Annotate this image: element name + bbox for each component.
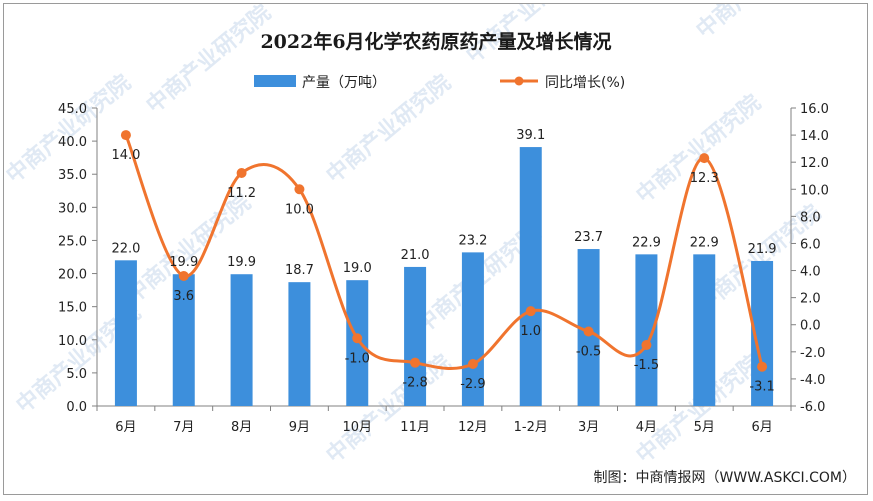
growth-value-label: 1.0 [520,324,541,339]
growth-point [525,306,536,317]
growth-point [294,184,305,195]
right-tick-label: 10.0 [800,183,829,198]
bar-value-label: 19.9 [169,255,198,270]
x-tick-label: 3月 [578,420,599,435]
bar [635,254,658,406]
growth-value-label: 10.0 [285,202,314,217]
right-tick-label: 12.0 [800,156,829,171]
bar-value-label: 19.0 [343,261,372,276]
legend-line-label: 同比增长(%) [545,75,625,91]
bar [114,260,137,406]
right-tick-label: 14.0 [800,129,829,144]
right-tick-label: 0.0 [800,319,821,334]
x-tick-label: 12月 [458,420,488,435]
line-series [120,130,768,372]
growth-value-label: -1.5 [634,358,659,373]
axes: 0.0 5.0 10.0 15.0 20.0 25.0 30.0 35.0 40.0 45.0 -6… [58,102,829,435]
growth-value-label: -3.1 [749,380,774,395]
left-tick-label: 30.0 [58,201,87,216]
left-tick-label: 20.0 [58,268,87,283]
growth-point [467,359,478,370]
growth-point [120,130,131,141]
left-tick-label: 45.0 [58,102,87,117]
right-tick-label: -2.0 [800,346,825,361]
bar [693,254,716,406]
x-tick-label: 9月 [289,420,310,435]
bar-value-label: 18.7 [285,263,314,278]
bar-value-label: 39.1 [516,128,545,143]
growth-value-label: 14.0 [111,148,140,163]
growth-point [699,153,710,164]
bar-value-label: 21.9 [748,242,777,257]
left-tick-label: 15.0 [58,301,87,316]
left-tick-label: 40.0 [58,135,87,150]
growth-point [641,340,652,351]
bar-value-label: 22.0 [111,241,140,256]
x-tick-label: 11月 [400,420,430,435]
right-tick-label: 2.0 [800,292,821,307]
x-tick-label: 4月 [636,420,657,435]
bar [404,266,427,406]
watermark-text: 中商产业研究院 [141,4,276,119]
right-tick-label: 16.0 [800,102,829,117]
left-tick-label: 10.0 [58,334,87,349]
bar [230,274,253,406]
left-tick-label: 25.0 [58,234,87,249]
growth-point [236,168,247,179]
growth-value-label: 11.2 [227,186,256,201]
growth-point [178,270,189,281]
right-tick-label: 4.0 [800,265,821,280]
legend-bar-swatch [254,75,296,87]
legend: 产量（万吨） 同比增长(%) [254,75,625,91]
growth-value-label: 3.6 [173,289,194,304]
right-tick-label: 6.0 [800,237,821,252]
bar-series [114,147,774,406]
growth-value-label: 12.3 [690,171,719,186]
growth-line [124,134,764,370]
bar-value-label: 22.9 [632,235,661,250]
legend-bar-label: 产量（万吨） [302,75,386,91]
x-tick-label: 10月 [342,420,372,435]
bar-value-label: 19.9 [227,255,256,270]
x-tick-label: 8月 [231,420,252,435]
left-tick-label: 0.0 [66,400,87,415]
bar [288,282,311,406]
growth-value-label: -1.0 [345,351,370,366]
growth-value-label: -0.5 [576,345,601,360]
left-tick-label: 5.0 [66,367,87,382]
growth-point [757,361,768,372]
data-labels: 22.0 19.9 19.9 18.7 19.0 21.0 23.2 39.1 23.7 22.9… [111,128,776,395]
bar [519,147,542,406]
bar-value-label: 22.9 [690,235,719,250]
watermark-text: 中商产业研究院 [631,90,766,209]
growth-value-label: -2.9 [460,377,485,392]
x-tick-label: 6月 [115,420,136,435]
left-tick-label: 35.0 [58,168,87,183]
watermark-text: 中商产业研究院 [691,4,826,44]
bar [751,260,774,406]
growth-point [410,357,421,368]
x-tick-label: 6月 [751,420,772,435]
bar [172,274,195,406]
bar-value-label: 23.2 [458,233,487,248]
right-tick-label: -6.0 [800,400,825,415]
growth-value-label: -2.8 [402,376,427,391]
growth-point [583,326,594,337]
x-tick-label: 7月 [173,420,194,435]
right-tick-label: 8.0 [800,210,821,225]
source-credit: 制图：中商情报网（WWW.ASKCI.COM） [594,470,856,486]
right-tick-label: -4.0 [800,373,825,388]
bar-value-label: 21.0 [401,248,430,263]
growth-point [352,333,363,344]
x-tick-label: 1-2月 [514,420,548,435]
legend-line-marker [514,76,524,86]
x-tick-label: 5月 [694,420,715,435]
chart-title: 2022年6月化学农药原药产量及增长情况 [260,30,611,53]
bar-value-label: 23.7 [574,230,603,245]
